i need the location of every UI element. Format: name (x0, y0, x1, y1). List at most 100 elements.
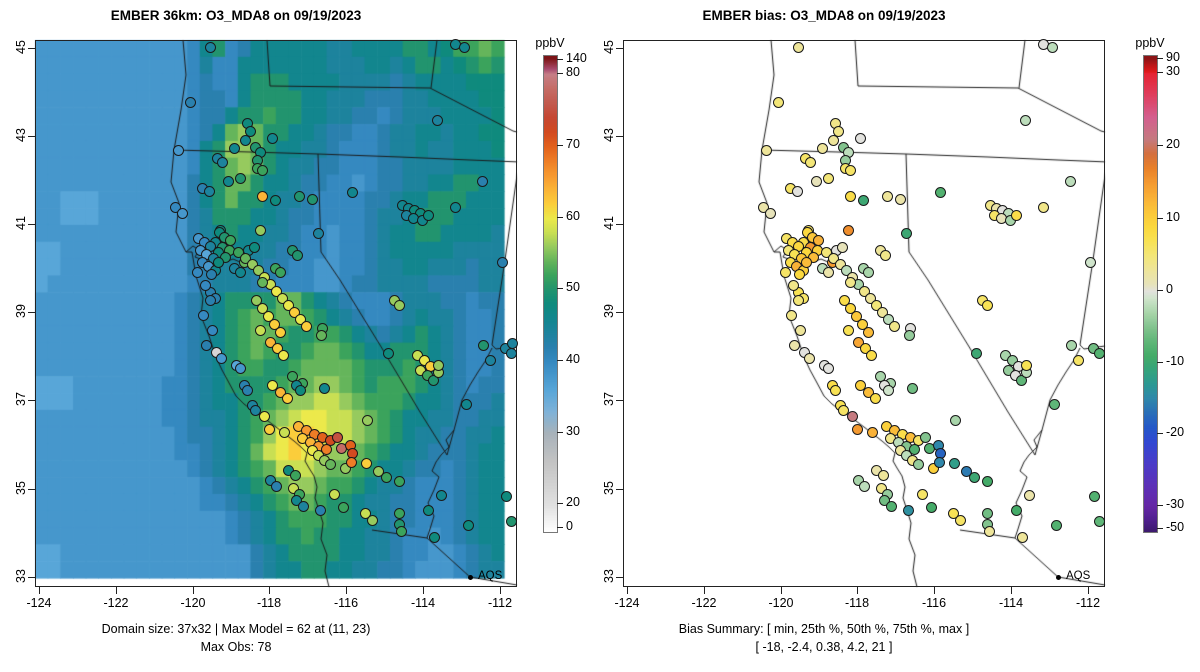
bias-station-dot (871, 300, 882, 311)
bias-station-dot (821, 247, 832, 258)
bias-station-dot (793, 295, 804, 306)
x-axis-tick-label: -112 (487, 596, 513, 610)
obs-station-dot (501, 491, 512, 502)
colorbar-tick (557, 217, 563, 218)
colorbar-tick-label: 0 (1166, 282, 1173, 296)
bias-station-dot (853, 475, 864, 486)
colorbar-tick (557, 432, 563, 433)
obs-station-dot (463, 520, 474, 531)
colorbar-tick (1157, 218, 1163, 219)
obs-station-dot (200, 280, 211, 291)
colorbar-tick-label: 140 (566, 51, 587, 65)
y-axis-tick-label: 33 (14, 569, 28, 583)
colorbar-tick (557, 360, 563, 361)
bias-station-dot (866, 350, 877, 361)
obs-station-dot (257, 165, 268, 176)
x-axis-tick-label: -118 (844, 596, 870, 610)
x-axis-tick (500, 587, 501, 594)
bias-station-dot (859, 286, 870, 297)
obs-station-dot (316, 330, 327, 341)
y-axis-tick (28, 489, 35, 490)
bias-station-dot (879, 495, 890, 506)
x-axis-tick-label: -112 (1075, 596, 1101, 610)
bias-station-dot (789, 340, 800, 351)
colorbar-tick (1157, 58, 1163, 59)
x-axis-tick-label: -122 (691, 596, 717, 610)
bias-station-dot (794, 269, 805, 280)
obs-station-dot (429, 532, 440, 543)
colorbar-tick (1157, 433, 1163, 434)
colorbar-tick (557, 73, 563, 74)
bias-station-dot (823, 363, 834, 374)
obs-station-dot (279, 427, 290, 438)
obs-station-dot (298, 501, 309, 512)
aqs-legend-dot-left (468, 575, 473, 580)
right-colorbar (1143, 55, 1158, 533)
bias-station-dot (934, 457, 945, 468)
obs-station-dot (477, 176, 488, 187)
obs-station-dot (283, 300, 294, 311)
obs-station-dot (185, 97, 196, 108)
bias-station-dot (835, 259, 846, 270)
obs-station-dot (461, 399, 472, 410)
obs-station-dot (257, 191, 268, 202)
bias-station-dot (843, 325, 854, 336)
bias-station-dot (843, 225, 854, 236)
bias-station-dot (901, 228, 912, 239)
bias-station-dot (845, 165, 856, 176)
bias-station-dot (855, 133, 866, 144)
obs-station-dot (229, 143, 240, 154)
obs-station-dot (192, 267, 203, 278)
bias-station-dot (1073, 355, 1084, 366)
bias-station-dot (863, 327, 874, 338)
obs-station-dot (263, 311, 274, 322)
colorbar-tick-label: -30 (1166, 497, 1185, 511)
obs-station-dot (307, 194, 318, 205)
y-axis-tick (616, 224, 623, 225)
bias-station-dot (851, 311, 862, 322)
obs-station-dot (240, 135, 251, 146)
bias-station-dot (883, 385, 894, 396)
obs-station-dot (267, 133, 278, 144)
obs-station-dot (292, 250, 303, 261)
obs-station-dot (295, 314, 306, 325)
bias-station-dot (926, 502, 937, 513)
bias-station-dot (839, 295, 850, 306)
x-axis-tick (857, 587, 858, 594)
left-caption-line1: Domain size: 37x32 | Max Model = 62 at (… (101, 622, 371, 636)
colorbar-tick-label: 20 (566, 495, 580, 509)
obs-station-dot (315, 505, 326, 516)
colorbar-tick-label: 20 (1166, 137, 1180, 151)
aqs-legend-label-right: AQS (1066, 570, 1091, 582)
bias-station-dot (889, 321, 900, 332)
bias-station-dot (795, 325, 806, 336)
obs-station-dot (373, 466, 384, 477)
x-axis-tick (1011, 587, 1012, 594)
obs-station-dot (294, 191, 305, 202)
bias-station-dot (788, 280, 799, 291)
colorbar-tick (557, 145, 563, 146)
obs-station-dot (432, 115, 443, 126)
y-axis-tick-label: 43 (14, 128, 28, 142)
obs-station-dot (213, 257, 224, 268)
bias-station-dot (1051, 520, 1062, 531)
obs-station-dot (381, 472, 392, 483)
y-axis-tick (616, 136, 623, 137)
obs-station-dot (506, 516, 517, 527)
bias-station-dot (859, 481, 870, 492)
bias-station-dot (845, 277, 856, 288)
bias-station-dot (882, 191, 893, 202)
bias-station-dot (858, 195, 869, 206)
bias-station-dot (863, 387, 874, 398)
obs-station-dot (478, 340, 489, 351)
bias-station-dot (1094, 348, 1105, 359)
x-axis-tick (781, 587, 782, 594)
y-axis-tick-label: 33 (602, 569, 616, 583)
obs-station-dot (436, 490, 447, 501)
x-axis-tick-label: -114 (998, 596, 1024, 610)
bias-station-dot (1094, 516, 1105, 527)
bias-station-dot (845, 191, 856, 202)
bias-station-dot (1020, 115, 1031, 126)
obs-station-dot (396, 526, 407, 537)
bias-station-dot (828, 253, 839, 264)
